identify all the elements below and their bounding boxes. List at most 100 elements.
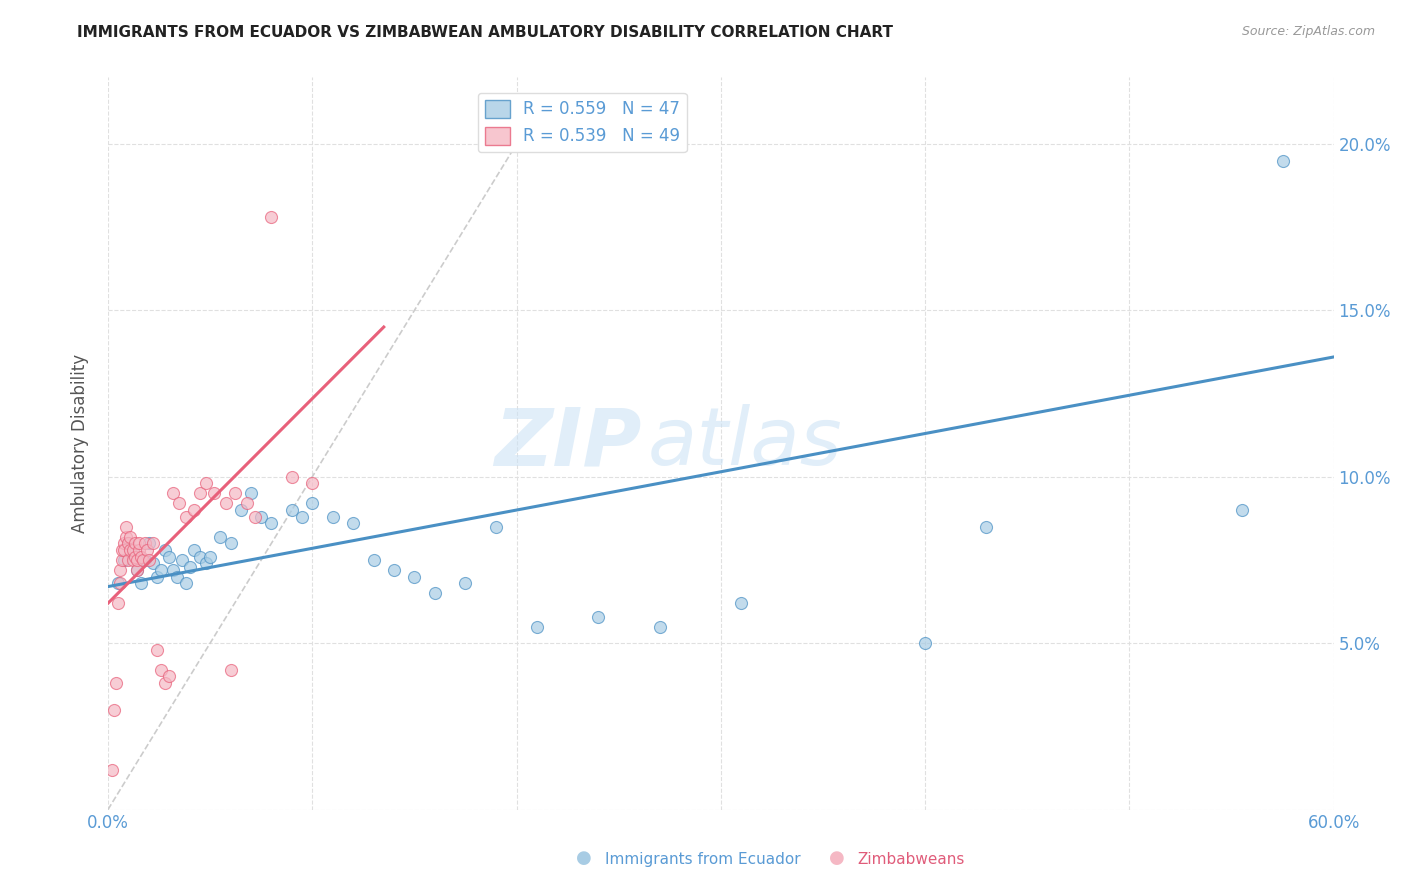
Point: [125, 553, 148, 567]
Point: [363, 553, 385, 567]
Point: [423, 586, 446, 600]
Text: Zimbabweans: Zimbabweans: [858, 852, 965, 867]
Point: [195, 556, 218, 570]
Point: [224, 486, 246, 500]
Point: [120, 543, 142, 558]
Point: [236, 496, 259, 510]
Point: [112, 543, 135, 558]
Point: [103, 703, 125, 717]
Point: [243, 509, 266, 524]
Y-axis label: Ambulatory Disability: Ambulatory Disability: [72, 354, 89, 533]
Point: [188, 549, 211, 564]
Point: [202, 486, 225, 500]
Point: [138, 536, 160, 550]
Point: [129, 549, 152, 564]
Point: [142, 536, 165, 550]
Point: [730, 596, 752, 610]
Point: [914, 636, 936, 650]
Point: [1271, 153, 1294, 168]
Point: [132, 553, 155, 567]
Point: [169, 496, 191, 510]
Point: [121, 553, 143, 567]
Point: [120, 530, 142, 544]
Point: [115, 530, 138, 544]
Point: [157, 549, 180, 564]
Point: [111, 543, 134, 558]
Point: [648, 619, 671, 633]
Point: [134, 553, 156, 567]
Point: [166, 569, 188, 583]
Point: [142, 556, 165, 570]
Point: [485, 519, 508, 533]
Point: [128, 543, 150, 558]
Point: [153, 676, 176, 690]
Point: [121, 543, 143, 558]
Text: Immigrants from Ecuador: Immigrants from Ecuador: [605, 852, 800, 867]
Point: [250, 509, 273, 524]
Text: IMMIGRANTS FROM ECUADOR VS ZIMBABWEAN AMBULATORY DISABILITY CORRELATION CHART: IMMIGRANTS FROM ECUADOR VS ZIMBABWEAN AM…: [77, 25, 893, 40]
Point: [110, 576, 132, 591]
Point: [112, 536, 135, 550]
Point: [183, 543, 205, 558]
Text: ●: ●: [575, 849, 592, 867]
Point: [240, 486, 263, 500]
Point: [150, 563, 173, 577]
Point: [162, 563, 184, 577]
Point: [129, 576, 152, 591]
Point: [526, 619, 548, 633]
Text: Source: ZipAtlas.com: Source: ZipAtlas.com: [1241, 25, 1375, 38]
Point: [128, 536, 150, 550]
Point: [125, 563, 148, 577]
Point: [110, 563, 132, 577]
Point: [135, 543, 157, 558]
Point: [150, 663, 173, 677]
Point: [124, 549, 146, 564]
Point: [291, 509, 314, 524]
Point: [404, 569, 426, 583]
Point: [260, 211, 283, 225]
Point: [124, 536, 146, 550]
Point: [117, 536, 139, 550]
Point: [1230, 503, 1253, 517]
Point: [117, 536, 139, 550]
Point: [301, 496, 323, 510]
Point: [322, 509, 344, 524]
Point: [219, 536, 242, 550]
Point: [112, 553, 135, 567]
Point: [153, 543, 176, 558]
Point: [179, 559, 201, 574]
Point: [454, 576, 477, 591]
Text: ZIP: ZIP: [494, 404, 641, 483]
Point: [198, 549, 221, 564]
Point: [170, 553, 193, 567]
Point: [229, 503, 252, 517]
Point: [121, 543, 143, 558]
Point: [976, 519, 998, 533]
Point: [107, 576, 129, 591]
Point: [188, 486, 211, 500]
Point: [125, 563, 148, 577]
Point: [260, 516, 283, 531]
Point: [111, 553, 134, 567]
Point: [157, 669, 180, 683]
Point: [105, 676, 128, 690]
Point: [209, 530, 232, 544]
Point: [382, 563, 405, 577]
Point: [281, 469, 304, 483]
Point: [115, 519, 138, 533]
Legend: R = 0.559   N = 47, R = 0.539   N = 49: R = 0.559 N = 47, R = 0.539 N = 49: [478, 93, 686, 153]
Point: [134, 536, 156, 550]
Point: [117, 553, 139, 567]
Point: [342, 516, 364, 531]
Text: atlas: atlas: [647, 404, 842, 483]
Point: [174, 576, 197, 591]
Point: [195, 476, 218, 491]
Point: [107, 596, 129, 610]
Point: [162, 486, 184, 500]
Point: [146, 569, 169, 583]
Text: ●: ●: [828, 849, 845, 867]
Point: [183, 503, 205, 517]
Point: [219, 663, 242, 677]
Point: [174, 509, 197, 524]
Point: [586, 609, 609, 624]
